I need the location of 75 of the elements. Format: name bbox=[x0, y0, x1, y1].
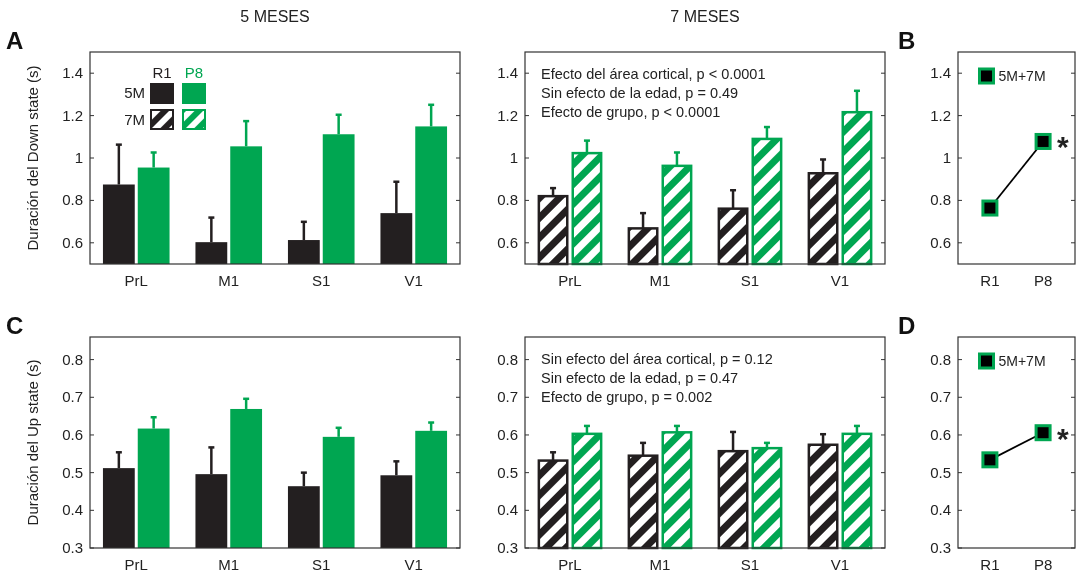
y-tick-label: 1.2 bbox=[930, 106, 951, 124]
y-tick-label: 1.4 bbox=[62, 64, 83, 82]
y-tick-label: 0.4 bbox=[497, 501, 518, 519]
x-tick-label: V1 bbox=[830, 556, 850, 573]
y-tick-label: 1.2 bbox=[62, 106, 83, 124]
text: B bbox=[898, 27, 916, 54]
y-tick-label: 0.5 bbox=[930, 463, 951, 481]
y-tick-label: 1.2 bbox=[497, 106, 518, 124]
y-tick-label: 1 bbox=[942, 149, 951, 166]
x-tick-label: S1 bbox=[312, 556, 331, 573]
y-tick-label: 0.8 bbox=[62, 191, 83, 209]
text: A bbox=[6, 27, 24, 54]
y-tick-label: 0.3 bbox=[62, 539, 83, 556]
y-tick-label: 1.4 bbox=[930, 64, 951, 82]
x-tick-label: R1 bbox=[980, 272, 1000, 289]
y-axis-title: Duración del Down state (s) bbox=[24, 65, 41, 251]
x-tick-label: PrL bbox=[558, 556, 582, 573]
x-tick-label: S1 bbox=[740, 556, 760, 573]
text: R1 bbox=[152, 64, 172, 81]
y-tick-label: 0.7 bbox=[497, 388, 518, 406]
y-tick-label: 0.6 bbox=[930, 233, 951, 251]
y-tick-label: 0.8 bbox=[930, 191, 951, 209]
x-tick-label: M1 bbox=[649, 556, 671, 573]
y-tick-label: 0.7 bbox=[930, 388, 951, 406]
x-tick-label: V1 bbox=[404, 272, 423, 289]
y-tick-label: 0.7 bbox=[62, 388, 83, 406]
annotation: Sin efecto del área cortical, p = 0.12 bbox=[541, 351, 773, 367]
annotation: Efecto de grupo, p = 0.002 bbox=[541, 389, 713, 405]
annotation: Sin efecto de la edad, p = 0.49 bbox=[541, 85, 739, 101]
y-axis-title: Duración del Up state (s) bbox=[24, 359, 41, 526]
y-tick-label: 0.8 bbox=[930, 350, 951, 368]
y-tick-label: 1 bbox=[74, 149, 83, 166]
y-tick-label: 0.6 bbox=[497, 233, 518, 251]
x-tick-label: P8 bbox=[1033, 556, 1053, 573]
y-tick-label: 0.4 bbox=[62, 501, 83, 519]
y-tick-label: 0.3 bbox=[930, 539, 951, 556]
x-tick-label: V1 bbox=[404, 556, 423, 573]
x-tick-label: PrL bbox=[124, 272, 148, 289]
annotation: 5M bbox=[124, 84, 145, 101]
annotation: Efecto del área cortical, p < 0.0001 bbox=[541, 66, 766, 82]
annotation: Sin efecto de la edad, p = 0.47 bbox=[541, 370, 739, 386]
text: C bbox=[6, 312, 24, 339]
y-tick-label: 0.8 bbox=[497, 191, 518, 209]
x-tick-label: M1 bbox=[218, 272, 240, 289]
legend-label: 5M+7M bbox=[998, 353, 1046, 369]
y-tick-label: 0.6 bbox=[930, 425, 951, 443]
x-tick-label: PrL bbox=[558, 272, 582, 289]
chart-title: 5 MESES bbox=[240, 8, 310, 25]
y-tick-label: 0.3 bbox=[497, 539, 518, 556]
x-tick-label: S1 bbox=[740, 272, 760, 289]
x-tick-label: M1 bbox=[218, 556, 240, 573]
legend-label: 5M+7M bbox=[998, 68, 1046, 84]
y-tick-label: 0.8 bbox=[497, 350, 518, 368]
y-tick-label: 0.6 bbox=[62, 425, 83, 443]
y-tick-label: 0.6 bbox=[497, 425, 518, 443]
x-tick-label: R1 bbox=[980, 556, 1000, 573]
x-tick-label: P8 bbox=[1033, 272, 1053, 289]
y-tick-label: 1.4 bbox=[497, 64, 518, 82]
chart-title: 7 MESES bbox=[670, 8, 740, 25]
x-tick-label: V1 bbox=[830, 272, 850, 289]
text: P8 bbox=[184, 64, 204, 81]
y-tick-label: 0.8 bbox=[62, 350, 83, 368]
y-tick-label: 1 bbox=[509, 149, 518, 166]
y-tick-label: 0.6 bbox=[62, 233, 83, 251]
y-tick-label: 0.5 bbox=[62, 463, 83, 481]
text: D bbox=[898, 312, 916, 339]
annotation: Efecto de grupo, p < 0.0001 bbox=[541, 104, 721, 120]
y-tick-label: 0.4 bbox=[930, 501, 951, 519]
y-tick-label: 0.5 bbox=[497, 463, 518, 481]
annotation: 7M bbox=[124, 111, 145, 128]
x-tick-label: M1 bbox=[649, 272, 671, 289]
annotation: * bbox=[1057, 130, 1070, 164]
x-tick-label: PrL bbox=[124, 556, 148, 573]
x-tick-label: S1 bbox=[312, 272, 331, 289]
annotation: * bbox=[1057, 421, 1070, 455]
